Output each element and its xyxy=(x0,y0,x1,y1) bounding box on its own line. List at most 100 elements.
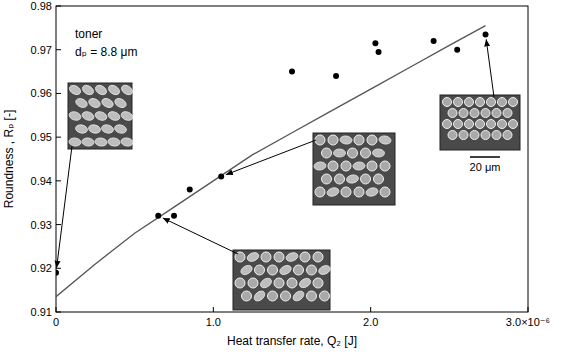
micrograph xyxy=(313,133,395,205)
particle xyxy=(81,110,95,121)
particle xyxy=(261,252,271,262)
data-point xyxy=(171,213,177,219)
data-point xyxy=(454,47,460,53)
y-tick-label: 0.94 xyxy=(31,175,52,187)
particle xyxy=(367,161,377,171)
particle xyxy=(341,161,351,171)
particle xyxy=(246,251,260,263)
particle xyxy=(465,98,474,107)
y-tick xyxy=(56,49,61,50)
particle xyxy=(88,124,102,135)
page: {"chart_data": { "type": "scatter", "x_l… xyxy=(0,0,578,356)
particle xyxy=(120,137,133,147)
x-tick-label: 1.0 xyxy=(206,316,221,328)
y-tick xyxy=(56,137,61,138)
particle xyxy=(94,83,108,96)
particle xyxy=(113,97,127,110)
particle xyxy=(294,265,304,275)
y-axis-title: Roundness , Rₚ [-] xyxy=(2,110,16,209)
particle xyxy=(255,265,265,275)
micrograph-frame xyxy=(440,95,520,150)
particle xyxy=(492,131,501,140)
data-point xyxy=(187,187,193,193)
particle xyxy=(481,131,490,140)
particle xyxy=(459,109,468,118)
particle xyxy=(476,120,485,129)
data-point xyxy=(289,69,295,75)
micrograph xyxy=(68,83,134,149)
particle xyxy=(476,98,485,107)
particle xyxy=(322,174,332,184)
particle xyxy=(459,131,468,140)
particle xyxy=(454,120,463,129)
particle xyxy=(481,109,490,118)
particle xyxy=(315,135,325,145)
particle xyxy=(328,161,338,171)
particle xyxy=(503,131,512,140)
data-point xyxy=(372,40,378,46)
particle xyxy=(498,120,507,129)
x-tick-label: 2.0 xyxy=(363,316,378,328)
y-tick-label: 0.92 xyxy=(31,262,52,274)
particle xyxy=(82,137,95,146)
fit-curve xyxy=(56,26,486,297)
y-tick-label: 0.91 xyxy=(31,306,52,318)
particle xyxy=(487,98,496,107)
x-tick xyxy=(213,307,214,312)
y-tick xyxy=(56,268,61,269)
x-tick-label: 0 xyxy=(53,316,59,328)
particle xyxy=(259,276,273,289)
data-point xyxy=(483,31,489,37)
particle xyxy=(300,252,310,262)
particle xyxy=(285,251,299,263)
particle xyxy=(374,174,384,184)
arrow xyxy=(57,146,72,268)
particle xyxy=(87,97,101,109)
particle xyxy=(448,131,457,140)
particle xyxy=(333,149,345,157)
particle xyxy=(367,135,377,145)
particle xyxy=(503,109,512,118)
particle xyxy=(94,110,108,122)
particle xyxy=(361,148,371,158)
particle xyxy=(322,148,332,158)
particle xyxy=(470,131,479,140)
x-axis-title: Heat transfer rate, Q₂ [J] xyxy=(227,334,357,348)
particle xyxy=(248,278,258,288)
particle xyxy=(242,291,252,301)
data-point xyxy=(376,49,382,55)
particle xyxy=(378,135,391,145)
particle xyxy=(443,120,452,129)
micrograph-frame xyxy=(233,250,330,310)
particle xyxy=(348,148,358,158)
particle xyxy=(313,278,323,288)
particle xyxy=(380,187,390,197)
particle xyxy=(95,137,108,147)
data-point xyxy=(56,270,59,276)
particle xyxy=(346,174,359,184)
data-point xyxy=(155,213,161,219)
particle xyxy=(107,83,121,96)
particle xyxy=(335,174,345,184)
particle xyxy=(492,109,501,118)
y-tick-label: 0.97 xyxy=(31,44,52,56)
particle xyxy=(114,124,128,135)
particle xyxy=(509,98,518,107)
data-point xyxy=(431,38,437,44)
y-tick-label: 0.95 xyxy=(31,131,52,143)
particle xyxy=(268,265,278,275)
arrow xyxy=(163,218,238,254)
particle xyxy=(75,124,88,134)
y-tick xyxy=(56,93,61,94)
particle xyxy=(313,252,323,262)
particle xyxy=(74,97,88,109)
annotation: dₚ = 8.8 μm xyxy=(75,45,137,59)
micrograph xyxy=(440,95,520,150)
y-tick xyxy=(56,224,61,225)
particle xyxy=(320,291,330,301)
particle xyxy=(443,98,452,107)
particle xyxy=(470,109,479,118)
particle xyxy=(252,289,266,303)
x-tick xyxy=(528,307,529,312)
particle xyxy=(328,135,338,145)
